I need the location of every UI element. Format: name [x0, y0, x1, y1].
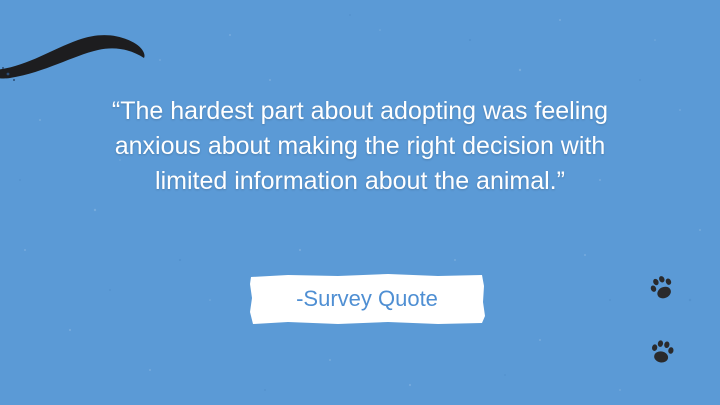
- cat-tail-icon: [0, 35, 145, 81]
- paw-print-icon: [650, 276, 672, 299]
- attribution-brush-background: [250, 274, 485, 324]
- attribution-box: -Survey Quote: [248, 272, 486, 326]
- paw-print-icon: [652, 340, 674, 363]
- quote-text: “The hardest part about adopting was fee…: [111, 97, 609, 195]
- attribution-text: -Survey Quote: [296, 286, 438, 311]
